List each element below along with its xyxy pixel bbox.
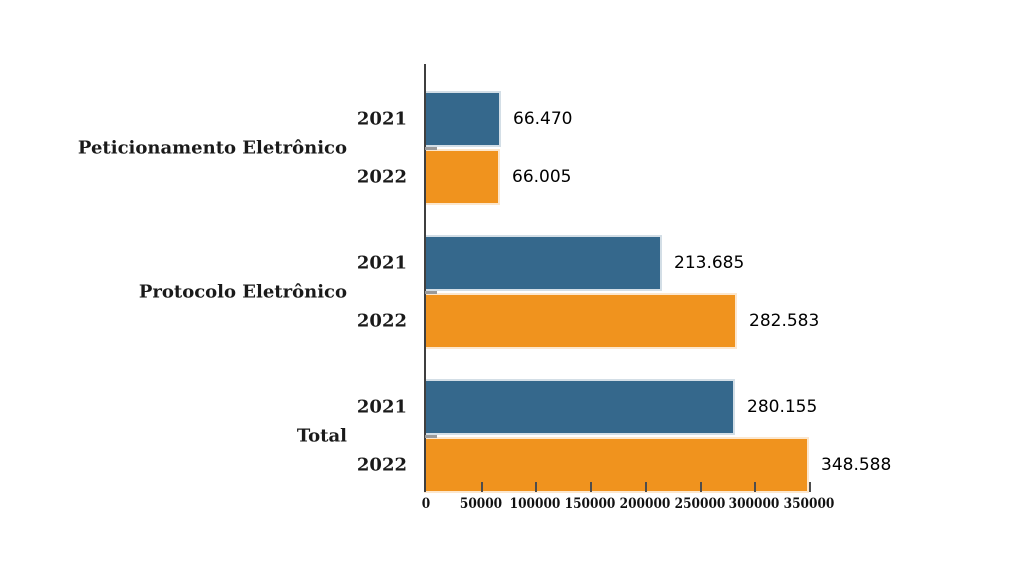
value-label: 282.583 (749, 311, 820, 331)
bar-2022-2 (426, 439, 807, 491)
x-axis-tick (645, 482, 647, 492)
x-axis-tick-label: 50000 (459, 496, 503, 512)
x-axis-tick-label: 350000 (783, 496, 835, 512)
bar-2021-2 (426, 381, 733, 433)
x-axis-tick (700, 482, 702, 492)
value-label: 280.155 (747, 397, 818, 417)
category-tick (425, 434, 437, 438)
bar-2021-0 (426, 93, 499, 145)
x-axis-tick-label: 100000 (509, 496, 561, 512)
category-tick (425, 290, 437, 294)
x-axis-tick-label: 150000 (564, 496, 616, 512)
x-axis-tick (590, 482, 592, 492)
x-axis-tick-label: 200000 (619, 496, 671, 512)
x-axis-tick-label: 250000 (674, 496, 726, 512)
category-label: Protocolo Eletrônico (138, 281, 347, 303)
category-tick (425, 146, 437, 150)
bar-2021-1 (426, 237, 660, 289)
value-label: 213.685 (674, 253, 745, 273)
x-axis-tick (809, 482, 811, 492)
x-axis-tick (754, 482, 756, 492)
value-label: 66.005 (512, 167, 572, 187)
x-axis-tick-label: 0 (421, 496, 431, 512)
bar-2022-0 (426, 151, 498, 203)
value-label: 66.470 (513, 109, 573, 129)
category-label: Peticionamento Eletrônico (77, 137, 347, 159)
year-label: 2022 (356, 310, 407, 332)
year-label: 2021 (356, 396, 407, 418)
year-label: 2022 (356, 166, 407, 188)
x-axis-tick (481, 482, 483, 492)
category-label: Total (296, 425, 347, 447)
value-label: 348.588 (821, 455, 892, 475)
year-label: 2021 (356, 252, 407, 274)
year-label: 2021 (356, 108, 407, 130)
bar-2022-1 (426, 295, 735, 347)
x-axis-tick (535, 482, 537, 492)
x-axis-tick-label: 300000 (728, 496, 780, 512)
y-axis-line (424, 64, 426, 492)
year-label: 2022 (356, 454, 407, 476)
